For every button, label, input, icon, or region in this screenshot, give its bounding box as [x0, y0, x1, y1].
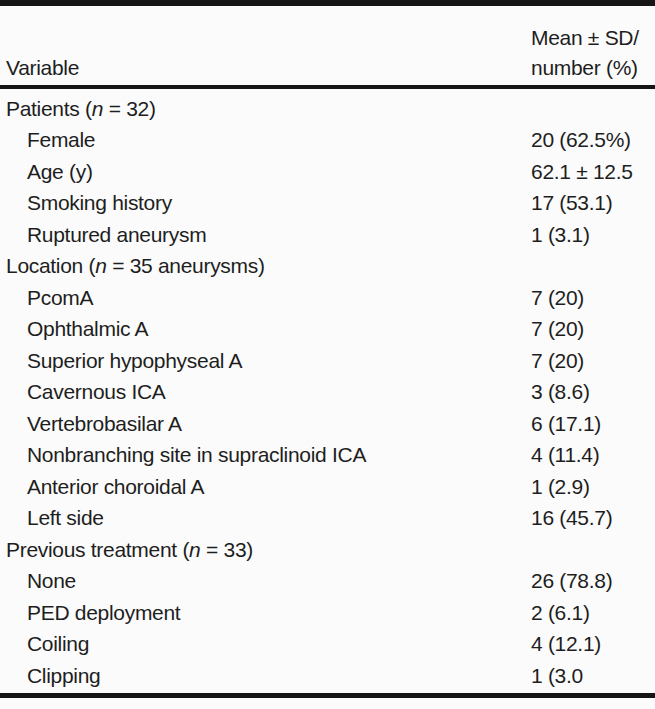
table-row: Cavernous ICA 3 (8.6) — [0, 377, 655, 409]
column-header-variable: Variable — [6, 53, 79, 83]
table-row: Age (y) 62.1 ± 12.5 — [0, 156, 655, 188]
row-value: 4 (11.4) — [531, 443, 599, 467]
table-header: Variable Mean ± SD/ number (%) — [0, 6, 655, 85]
row-label: Anterior choroidal A — [27, 475, 204, 499]
row-value: 7 (20) — [531, 286, 584, 310]
row-label: Superior hypophyseal A — [27, 349, 242, 373]
row-value: 1 (3.0 — [531, 664, 583, 688]
row-label: Cavernous ICA — [27, 380, 166, 404]
row-value: 4 (12.1) — [531, 632, 601, 656]
row-value: 26 (78.8) — [531, 569, 612, 593]
table-row: Left side 16 (45.7) — [0, 503, 655, 535]
table-row: Ruptured aneurysm 1 (3.1) — [0, 219, 655, 251]
column-header-value-line1: Mean ± SD/ — [531, 23, 639, 53]
row-value: 2 (6.1) — [531, 601, 590, 625]
table-body: Patients (n = 32) Female 20 (62.5%) Age (y)… — [0, 93, 655, 692]
table-row: Vertebrobasilar A 6 (17.1) — [0, 408, 655, 440]
table-section-row: Location (n = 35 aneurysms) — [0, 251, 655, 283]
row-value: 7 (20) — [531, 317, 584, 341]
row-value: 20 (62.5%) — [531, 128, 631, 152]
summary-table: Variable Mean ± SD/ number (%) Patients … — [0, 0, 655, 709]
table-row: Smoking history 17 (53.1) — [0, 188, 655, 220]
table-row: PED deployment 2 (6.1) — [0, 597, 655, 629]
table-row: Superior hypophyseal A 7 (20) — [0, 345, 655, 377]
row-label: Female — [27, 128, 95, 152]
row-value: 3 (8.6) — [531, 380, 590, 404]
row-label: None — [27, 569, 76, 593]
row-label: Previous treatment (n = 33) — [6, 538, 253, 562]
row-value: 17 (53.1) — [531, 191, 612, 215]
table-bottom-rule — [0, 693, 655, 698]
table-row: Nonbranching site in supraclinoid ICA 4 (… — [0, 440, 655, 472]
table-row: Ophthalmic A 7 (20) — [0, 314, 655, 346]
row-label: Patients (n = 32) — [6, 97, 156, 121]
table-row: Coiling 4 (12.1) — [0, 629, 655, 661]
row-label: Ruptured aneurysm — [27, 223, 206, 247]
row-value: 62.1 ± 12.5 — [531, 160, 633, 184]
row-label: Location (n = 35 aneurysms) — [6, 254, 265, 278]
row-value: 1 (2.9) — [531, 475, 590, 499]
row-label: Vertebrobasilar A — [27, 412, 182, 436]
column-header-value: Mean ± SD/ number (%) — [531, 23, 639, 83]
table-row: PcomA 7 (20) — [0, 282, 655, 314]
table-row: None 26 (78.8) — [0, 566, 655, 598]
row-value: 6 (17.1) — [531, 412, 601, 436]
row-value: 1 (3.1) — [531, 223, 590, 247]
table-row: Clipping 1 (3.0 — [0, 660, 655, 692]
table-section-row: Previous treatment (n = 33) — [0, 534, 655, 566]
row-label: Smoking history — [27, 191, 172, 215]
row-label: Coiling — [27, 632, 89, 656]
row-label: Age (y) — [27, 160, 93, 184]
row-label: Clipping — [27, 664, 100, 688]
row-label: Nonbranching site in supraclinoid ICA — [27, 443, 366, 467]
header-separator-rule — [0, 85, 655, 89]
row-label: Left side — [27, 506, 104, 530]
row-label: Ophthalmic A — [27, 317, 148, 341]
row-value: 7 (20) — [531, 349, 584, 373]
row-label: PcomA — [27, 286, 93, 310]
row-value: 16 (45.7) — [531, 506, 612, 530]
column-header-value-line2: number (%) — [531, 53, 639, 83]
table-section-row: Patients (n = 32) — [0, 93, 655, 125]
table-row: Female 20 (62.5%) — [0, 125, 655, 157]
row-label: PED deployment — [27, 601, 180, 625]
table-row: Anterior choroidal A 1 (2.9) — [0, 471, 655, 503]
